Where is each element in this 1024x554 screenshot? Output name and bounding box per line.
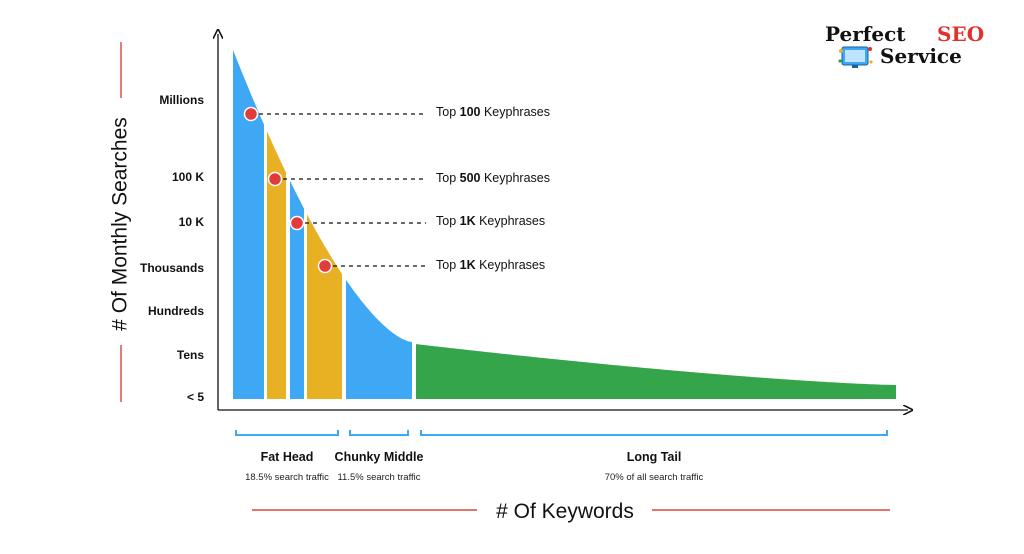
callout-marker [267,171,283,187]
callout-prefix: Top [436,105,460,119]
callout-prefix: Top [436,214,460,228]
y-tick-label: Hundreds [148,304,204,318]
logo-word-seo: SEO [937,22,984,46]
callout-label: Top 1K Keyphrases [436,258,545,272]
x-axis-title: # Of Keywords [496,500,634,523]
fat-head-band-4 [307,214,342,399]
callout-marker [317,258,333,274]
y-tick-labels: Millions 100 K 10 K Thousands Hundreds Tens < … [140,93,204,404]
segment-subtitle: 18.5% search traffic [245,472,329,483]
y-tick-label: < 5 [187,390,204,404]
callout-label: Top 100 Keyphrases [436,105,550,119]
callout-marker [243,106,259,122]
y-tick-label: Thousands [140,261,204,275]
long-tail-area [416,344,896,399]
callout-suffix: Keyphrases [476,214,545,228]
segment-brackets: Fat Head 18.5% search traffic Chunky Middl… [235,430,888,483]
callout-marker [289,215,305,231]
callout-suffix: Keyphrases [481,105,550,119]
callout-suffix: Keyphrases [481,171,550,185]
segment-label: Fat Head [261,450,314,464]
callout-prefix: Top [436,171,460,185]
y-axis-title: # Of Monthly Searches [109,117,132,331]
callout-bold: 1K [460,258,476,272]
y-tick-label: 100 K [172,170,204,184]
callout-suffix: Keyphrases [476,258,545,272]
y-tick-label: Tens [177,348,204,362]
perfect-seo-service-logo: Perfect SEO Service [825,22,984,68]
y-tick-label: 10 K [179,215,205,229]
callout-label: Top 500 Keyphrases [436,171,550,185]
chunky-middle-area [346,279,412,399]
callout-prefix: Top [436,258,460,272]
logo-word-perfect: Perfect [825,22,906,46]
segment-subtitle: 70% of all search traffic [605,472,704,483]
curve-areas [233,50,896,400]
y-tick-label: Millions [159,93,204,107]
monitor-icon [838,46,873,68]
segment-bracket [349,430,409,436]
callout-bold: 100 [460,105,481,119]
callout-bold: 1K [460,214,476,228]
fat-head-band-1 [233,50,264,399]
segment-label: Chunky Middle [335,450,424,464]
fat-head-band-3 [290,180,304,399]
callout-bold: 500 [460,171,481,185]
segment-label: Long Tail [627,450,682,464]
segment-bracket [235,430,339,436]
callout-label: Top 1K Keyphrases [436,214,545,228]
logo-word-service: Service [880,44,962,68]
fat-head-band-2 [267,131,286,400]
segment-bracket [420,430,888,436]
segment-subtitle: 11.5% search traffic [337,472,420,483]
